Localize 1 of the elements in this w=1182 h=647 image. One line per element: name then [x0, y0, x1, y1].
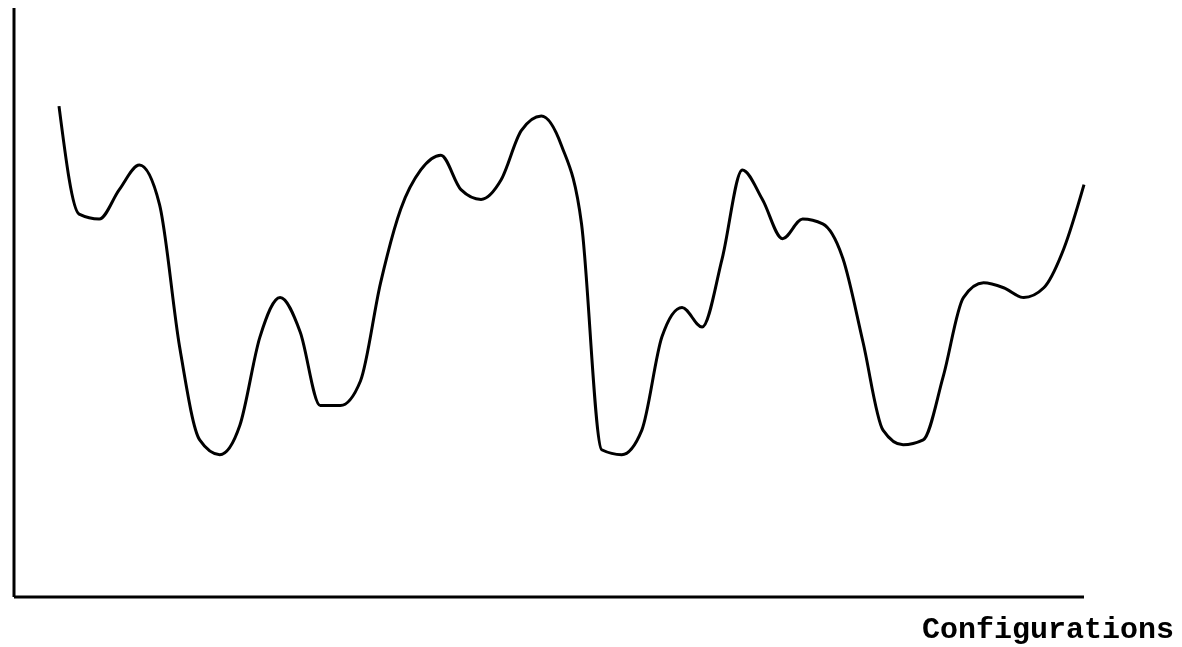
x-axis-title: Configurations	[920, 613, 1174, 647]
